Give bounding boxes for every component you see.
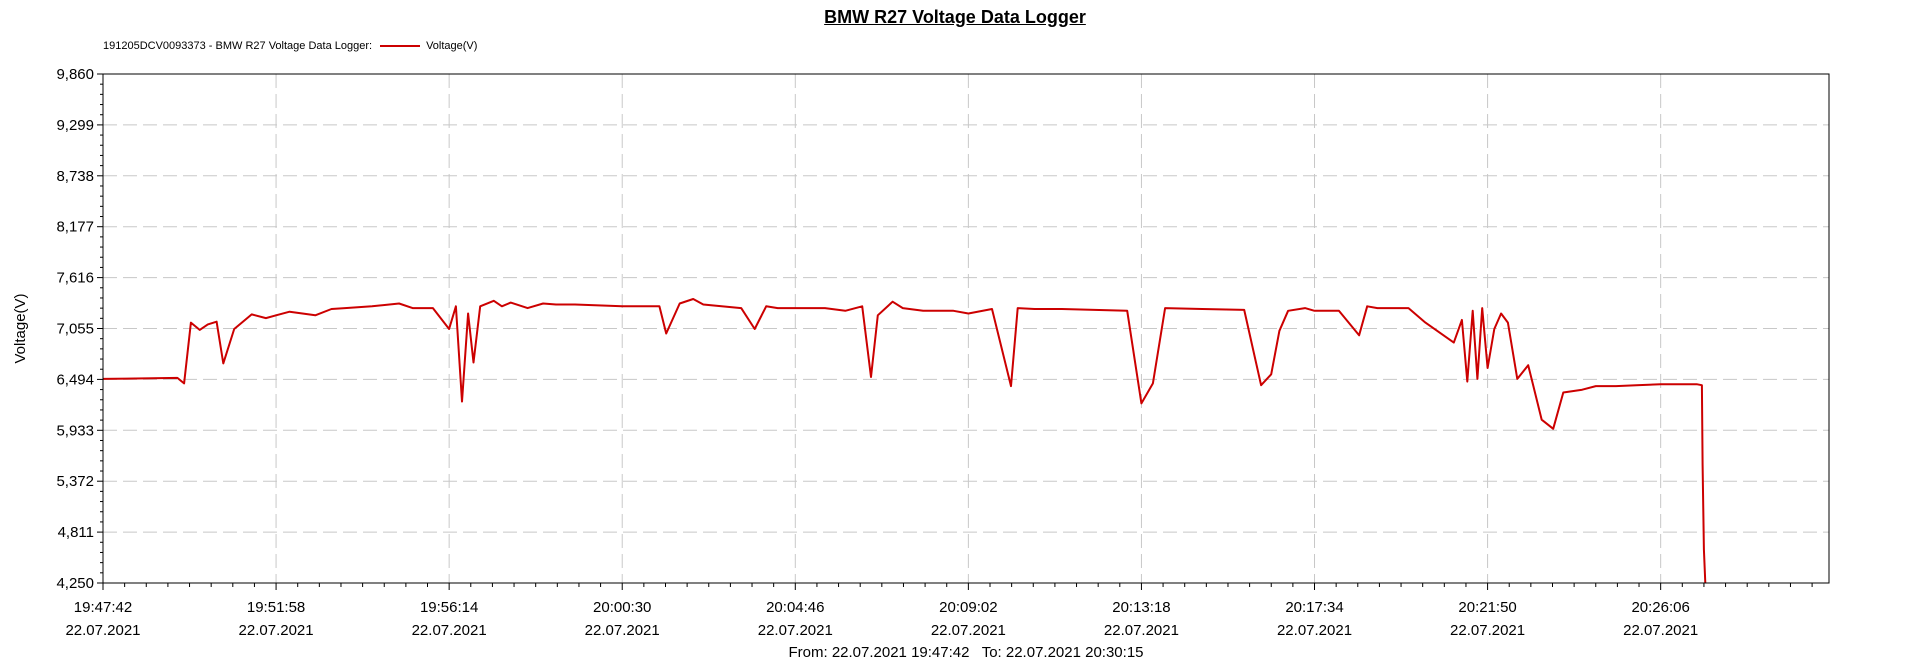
plot-area-frame bbox=[102, 73, 1830, 584]
x-tick-date-label: 22.07.2021 bbox=[1277, 622, 1352, 639]
y-tick-label: 4,250 bbox=[56, 575, 94, 592]
x-tick-time-label: 20:04:46 bbox=[766, 599, 824, 616]
x-tick-date-label: 22.07.2021 bbox=[239, 622, 314, 639]
legend-line-swatch bbox=[380, 45, 421, 47]
y-tick-label: 8,738 bbox=[56, 168, 94, 185]
x-tick-date-label: 22.07.2021 bbox=[65, 622, 140, 639]
legend-series-name: Voltage(V) bbox=[426, 40, 478, 52]
series-group bbox=[102, 298, 1707, 584]
x-tick-time-label: 20:26:06 bbox=[1631, 599, 1689, 616]
y-tick-label: 5,933 bbox=[56, 422, 94, 439]
x-tick-time-label: 19:56:14 bbox=[420, 599, 478, 616]
x-tick-date-label: 22.07.2021 bbox=[1623, 622, 1698, 639]
y-tick-label: 6,494 bbox=[56, 371, 94, 388]
x-tick-time-label: 19:47:42 bbox=[74, 599, 132, 616]
y-axis-label: Voltage(V) bbox=[12, 293, 29, 363]
y-tick-label: 8,177 bbox=[56, 219, 94, 236]
x-tick-date-label: 22.07.2021 bbox=[1104, 622, 1179, 639]
x-axis: 19:47:42 22.07.2021 19:51:58 22.07.2021 19:5… bbox=[65, 583, 1813, 639]
y-tick-label: 4,811 bbox=[58, 524, 94, 541]
x-tick-date-label: 22.07.2021 bbox=[585, 622, 660, 639]
y-tick-label: 9,299 bbox=[56, 117, 94, 134]
y-tick-label: 9,860 bbox=[56, 66, 94, 83]
x-tick-time-label: 19:51:58 bbox=[247, 599, 305, 616]
legend-prefix: 191205DCV0093373 - BMW R27 Voltage Data … bbox=[103, 40, 373, 52]
time-range-label: From: 22.07.2021 19:47:42 To: 22.07.2021… bbox=[789, 644, 1144, 661]
y-tick-label: 7,055 bbox=[56, 321, 94, 338]
voltage-series-line bbox=[102, 298, 1707, 584]
x-tick-date-label: 22.07.2021 bbox=[412, 622, 487, 639]
x-tick-time-label: 20:21:50 bbox=[1458, 599, 1516, 616]
x-tick-date-label: 22.07.2021 bbox=[758, 622, 833, 639]
x-tick-time-label: 20:17:34 bbox=[1285, 599, 1343, 616]
y-tick-label: 7,616 bbox=[56, 270, 94, 287]
x-tick-time-label: 20:00:30 bbox=[593, 599, 651, 616]
x-tick-time-label: 20:09:02 bbox=[939, 599, 997, 616]
x-tick-date-label: 22.07.2021 bbox=[931, 622, 1006, 639]
y-axis: 4,250 4,811 5,372 5,933 6,494 7,055 7,616 8,177… bbox=[56, 66, 103, 592]
x-tick-time-label: 20:13:18 bbox=[1112, 599, 1170, 616]
x-tick-date-label: 22.07.2021 bbox=[1450, 622, 1525, 639]
grid-lines bbox=[103, 74, 1829, 583]
legend: 191205DCV0093373 - BMW R27 Voltage Data … bbox=[103, 40, 477, 52]
y-tick-label: 5,372 bbox=[56, 473, 94, 490]
chart-title: BMW R27 Voltage Data Logger bbox=[824, 7, 1086, 27]
